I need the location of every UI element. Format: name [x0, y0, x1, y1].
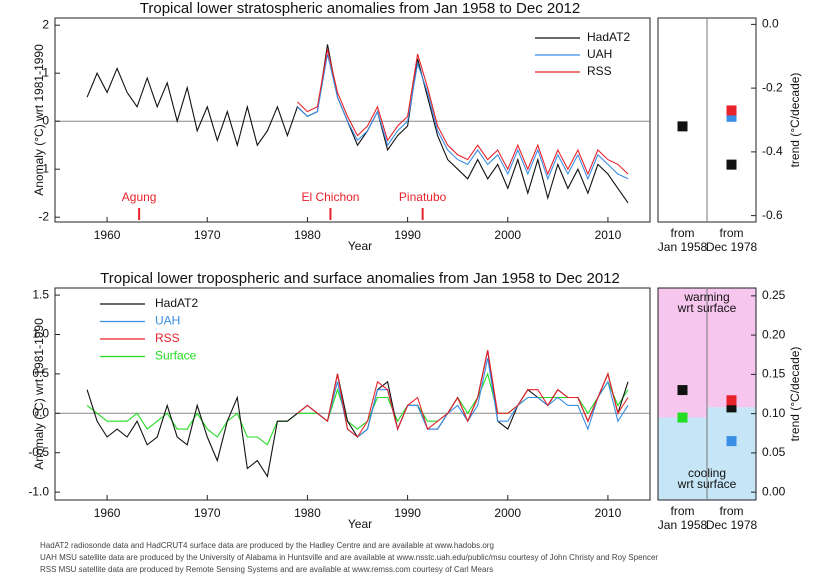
warming-region — [658, 288, 707, 418]
x-tick-label: 1970 — [194, 506, 221, 520]
y-tick-label: 0.0 — [32, 405, 49, 419]
y-tick-label: 1 — [42, 65, 49, 79]
x-tick-label: 1980 — [294, 506, 321, 520]
y-axis-label: Anomaly (°C) wrt 1981-1990 — [32, 318, 46, 470]
trend-marker — [677, 385, 688, 396]
trend-category: Jan 1958 — [658, 240, 708, 254]
legend-label: HadAT2 — [587, 30, 630, 44]
y-tick-label: -1 — [38, 161, 49, 175]
event-label: Pinatubo — [399, 190, 447, 204]
trend-category: Dec 1978 — [706, 240, 758, 254]
trend-marker — [726, 111, 737, 122]
y-tick-label: -0.5 — [28, 445, 49, 459]
chart-title: Tropical lower tropospheric and surface … — [100, 270, 620, 287]
y-tick-label: 1.0 — [32, 327, 49, 341]
x-tick-label: 1990 — [394, 228, 421, 242]
x-tick-label: 1960 — [94, 506, 121, 520]
y-tick-label: -2 — [38, 209, 49, 223]
trend-marker — [677, 121, 688, 132]
series-line — [297, 53, 629, 181]
x-axis-label: Year — [348, 239, 372, 253]
trend-category: Dec 1978 — [706, 518, 758, 532]
trend-category: from — [720, 504, 744, 518]
y2-tick-label: -0.6 — [762, 208, 783, 222]
footer-line: RSS MSU satellite data are produced by R… — [40, 565, 493, 574]
trend-category: Jan 1958 — [658, 518, 708, 532]
x-tick-label: 1980 — [294, 228, 321, 242]
trend-category: from — [671, 504, 695, 518]
y2-axis-label: trend (°C/decade) — [788, 347, 802, 442]
legend-label: UAH — [587, 47, 612, 61]
chart-title: Tropical lower stratospheric anomalies f… — [140, 0, 581, 17]
event-label: El Chichon — [301, 190, 359, 204]
x-tick-label: 1960 — [94, 228, 121, 242]
x-tick-label: 1970 — [194, 228, 221, 242]
trend-marker — [677, 412, 688, 423]
legend-label: Surface — [155, 349, 197, 363]
x-tick-label: 2000 — [494, 506, 521, 520]
y2-tick-label: 0.0 — [762, 17, 779, 31]
series-line — [86, 44, 629, 204]
y2-tick-label: 0.10 — [762, 406, 786, 420]
y2-tick-label: -0.2 — [762, 80, 783, 94]
trend-marker — [726, 159, 737, 170]
trend-marker — [726, 402, 737, 413]
x-axis-label: Year — [348, 517, 372, 531]
trend-marker — [726, 436, 737, 447]
cooling-region — [658, 417, 707, 500]
y-tick-label: 0.5 — [32, 366, 49, 380]
plot-frame — [54, 287, 651, 501]
event-label: Agung — [122, 190, 157, 204]
x-tick-label: 2010 — [595, 506, 622, 520]
y2-tick-label: 0.15 — [762, 367, 786, 381]
y-tick-label: 2 — [42, 17, 49, 31]
trend-category: from — [720, 226, 744, 240]
footer-line: UAH MSU satellite data are produced by t… — [40, 553, 658, 562]
x-tick-label: 1990 — [394, 506, 421, 520]
legend-label: HadAT2 — [155, 296, 198, 310]
y-tick-label: 0 — [42, 113, 49, 127]
series-line — [297, 350, 629, 438]
y2-axis-label: trend (°C/decade) — [788, 73, 802, 168]
y2-tick-label: 0.00 — [762, 484, 786, 498]
y2-tick-label: 0.25 — [762, 288, 786, 302]
trend-marker — [726, 395, 737, 406]
y2-tick-label: 0.05 — [762, 445, 786, 459]
trend-marker — [726, 105, 737, 116]
warming-region — [707, 288, 756, 408]
y2-tick-label: 0.20 — [762, 327, 786, 341]
legend-label: RSS — [587, 64, 612, 78]
x-tick-label: 2000 — [494, 228, 521, 242]
y2-tick-label: -0.4 — [762, 144, 783, 158]
y-tick-label: 1.5 — [32, 287, 49, 301]
x-tick-label: 2010 — [595, 228, 622, 242]
footer-line: HadAT2 radiosonde data and HadCRUT4 surf… — [40, 541, 494, 550]
plot-frame — [54, 17, 651, 223]
y-tick-label: -1.0 — [28, 484, 49, 498]
series-line — [297, 49, 629, 176]
legend-label: RSS — [155, 331, 180, 345]
y-axis-label: Anomaly (°C) wrt 1981-1990 — [32, 44, 46, 196]
trend-category: from — [671, 226, 695, 240]
legend-label: UAH — [155, 314, 180, 328]
cooling-region — [707, 407, 756, 500]
